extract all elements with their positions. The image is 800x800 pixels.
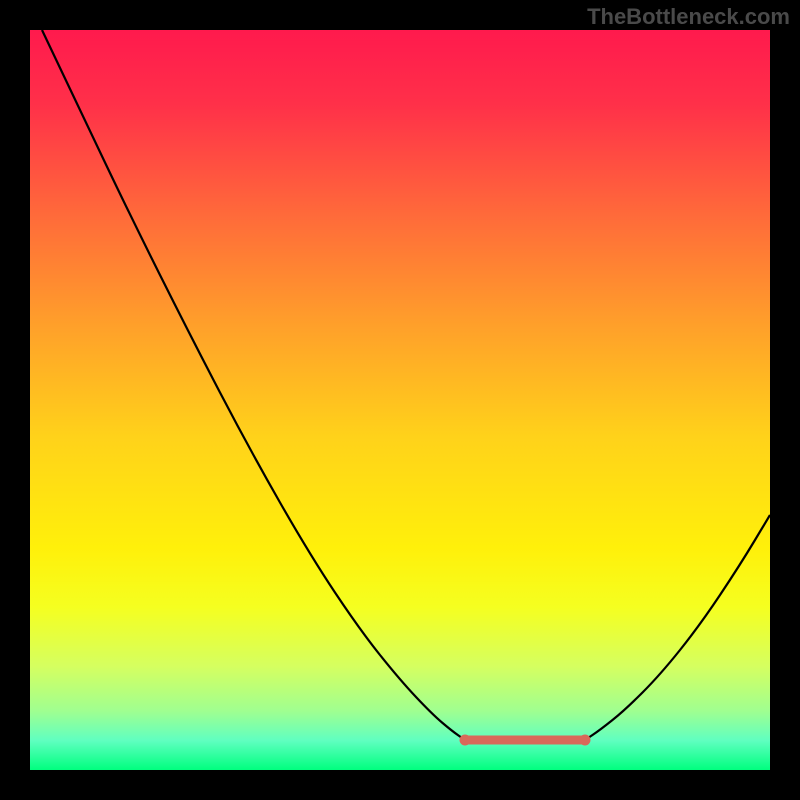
plot-area: [30, 30, 770, 770]
watermark-label: TheBottleneck.com: [587, 4, 790, 30]
chart-container: TheBottleneck.com: [0, 0, 800, 800]
gradient-background: [30, 30, 770, 770]
